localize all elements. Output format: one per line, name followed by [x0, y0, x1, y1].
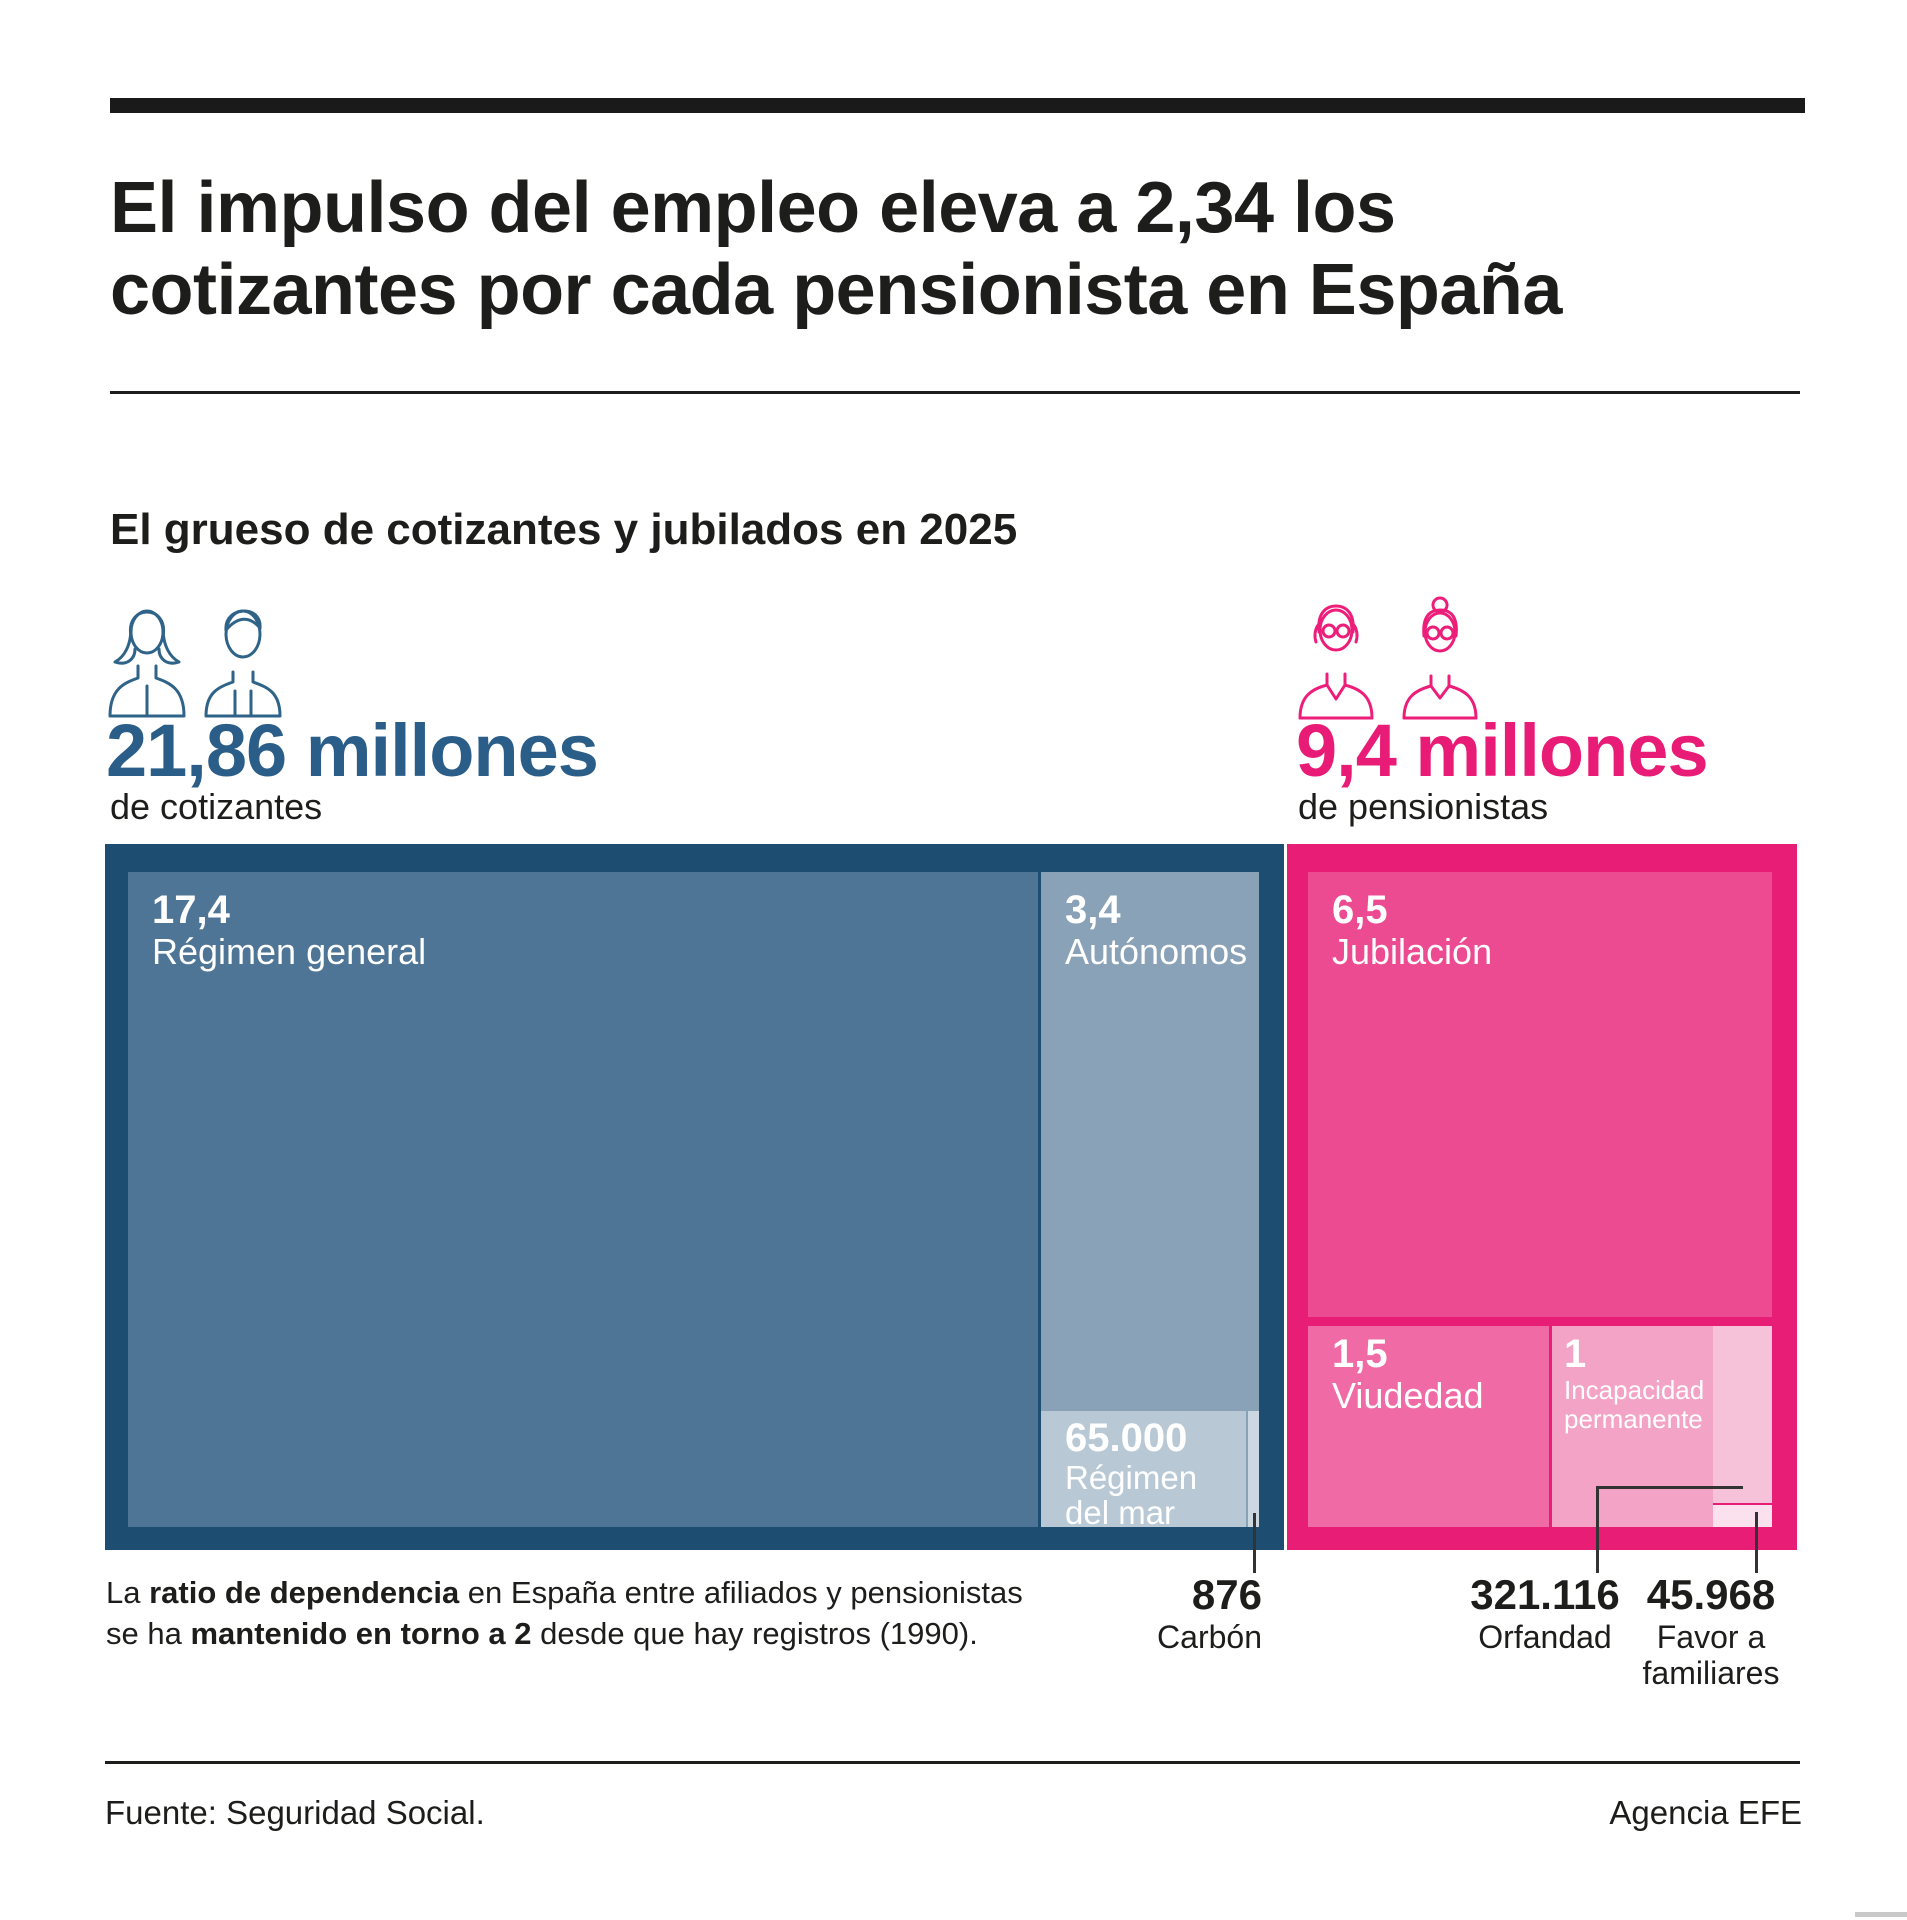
treemap-cell-favor-a-familiares: [1713, 1505, 1772, 1527]
cell-value: 1: [1564, 1332, 1587, 1376]
male-worker-icon: [204, 609, 282, 718]
cell-label: Viudedad: [1332, 1375, 1484, 1416]
title-line-1: El impulso del empleo eleva a 2,34 los: [110, 168, 1396, 248]
cell-value: 3,4: [1065, 888, 1121, 932]
treemap-cell-incapacidad-permanente: 1 Incapacidad permanente: [1552, 1326, 1713, 1527]
contributors-total: 21,86 millones: [106, 709, 599, 792]
cell-label: Incapacidad permanente: [1564, 1375, 1705, 1434]
callout-label: Favor a familiares: [1642, 1619, 1780, 1691]
chart-subtitle: El grueso de cotizantes y jubilados en 2…: [110, 505, 1018, 554]
title-divider: [110, 391, 1800, 394]
orfandad-callout-line-horizontal: [1596, 1486, 1743, 1489]
cell-value: 65.000: [1065, 1416, 1188, 1460]
note-line-2: se ha mantenido en torno a 2 desde que h…: [106, 1616, 978, 1651]
favor-familiares-callout-line: [1755, 1512, 1758, 1573]
cell-value: 6,5: [1332, 888, 1388, 932]
callout-value: 45.968: [1646, 1571, 1776, 1618]
pensioners-total: 9,4 millones: [1296, 709, 1709, 792]
treemap-cell-jubilacion: 6,5 Jubilación: [1308, 872, 1772, 1317]
callout-value: 876: [1191, 1571, 1262, 1618]
top-accent-bar: [110, 98, 1805, 113]
elderly-man-icon: [1298, 604, 1374, 720]
callout-label: Carbón: [1157, 1619, 1262, 1655]
pensioners-icons: [1298, 596, 1478, 720]
cell-label: Jubilación: [1332, 931, 1493, 972]
corner-mark: [1855, 1912, 1907, 1917]
treemap-cell-regimen-del-mar: 65.000 Régimen del mar: [1041, 1411, 1246, 1531]
treemap-cell-regimen-general: 17,4 Régimen general: [128, 872, 1038, 1527]
contributors-icons: [108, 609, 282, 718]
cell-label: Régimen general: [152, 931, 427, 972]
orfandad-callout-line-vertical: [1596, 1486, 1599, 1573]
title-line-2: cotizantes por cada pensionista en Españ…: [110, 250, 1562, 330]
cell-value: 17,4: [152, 888, 230, 932]
treemap-cell-carbon: [1248, 1411, 1259, 1527]
dependency-ratio-note: La ratio de dependencia en España entre …: [106, 1572, 1023, 1654]
treemap-cell-viudedad: 1,5 Viudedad: [1308, 1326, 1549, 1527]
female-worker-icon: [108, 609, 186, 718]
agency-credit: Agencia EFE: [1609, 1794, 1802, 1831]
favor-familiares-callout: 45.968 Favor a familiares: [1616, 1571, 1806, 1692]
treemap-pensioners: 6,5 Jubilación 1,5 Viudedad 1 Incapacida…: [1287, 844, 1797, 1550]
cell-value: 1,5: [1332, 1332, 1388, 1376]
page-title: El impulso del empleo eleva a 2,34 los c…: [110, 167, 1562, 331]
footer-divider: [105, 1761, 1800, 1764]
treemap-cell-orfandad: [1713, 1326, 1772, 1503]
cell-label: Autónomos: [1065, 931, 1248, 972]
pensioners-total-label: de pensionistas: [1298, 786, 1549, 827]
elderly-woman-icon: [1402, 596, 1478, 720]
orfandad-callout: 321.116 Orfandad: [1445, 1571, 1645, 1656]
source-text: Fuente: Seguridad Social.: [105, 1794, 485, 1831]
contributors-total-label: de cotizantes: [110, 786, 323, 827]
callout-label: Orfandad: [1478, 1619, 1612, 1655]
callout-value: 321.116: [1470, 1571, 1620, 1618]
treemap-contributors: 17,4 Régimen general 3,4 Autónomos 65.00…: [105, 844, 1284, 1550]
cell-label: Régimen del mar: [1065, 1459, 1198, 1531]
carbon-callout-line: [1253, 1513, 1256, 1573]
carbon-callout: 876 Carbón: [1062, 1571, 1262, 1656]
note-line-1: La ratio de dependencia en España entre …: [106, 1575, 1023, 1610]
